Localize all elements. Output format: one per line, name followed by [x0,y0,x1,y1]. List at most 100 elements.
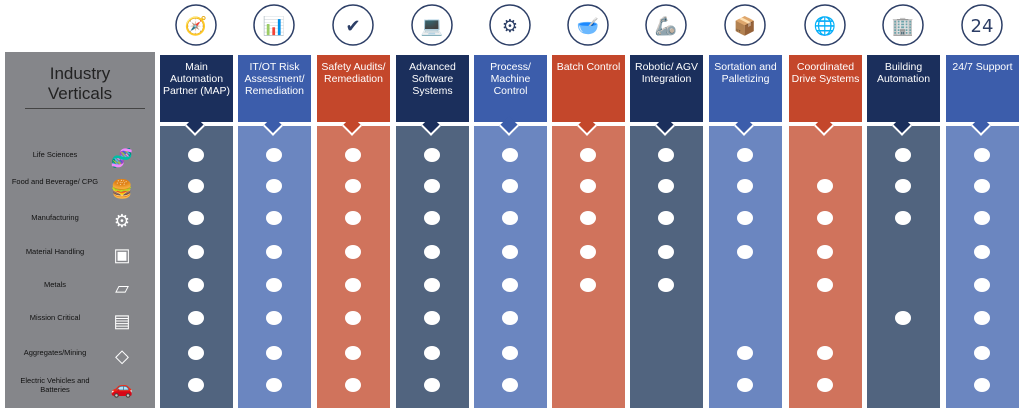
check-dot [817,378,833,392]
check-dot [424,311,440,325]
svg-text:📊: 📊 [263,15,285,37]
check-dot [424,148,440,162]
svg-text:⚙: ⚙ [502,16,518,37]
check-dot [345,311,361,325]
check-dot [817,346,833,360]
check-dot [188,378,204,392]
shield-check-icon: ✔ [330,2,376,48]
column-body [474,126,547,408]
robot-arm-icon: 🦾 [643,2,689,48]
check-dot [974,148,990,162]
compass-icon: 🧭 [173,2,219,48]
check-dot [188,245,204,259]
check-dot [345,346,361,360]
column-body [396,126,469,408]
row-label: Life Sciences [32,150,78,159]
check-dot [188,211,204,225]
check-dot [424,346,440,360]
row-label: Metals [43,280,67,289]
check-dot [424,278,440,292]
column-label: Main Automation Partner (MAP) [162,61,231,97]
check-dot [502,346,518,360]
check-dot [580,211,596,225]
column-header: Sortation and Palletizing [709,55,782,122]
check-dot [188,278,204,292]
column-label: Process/ Machine Control [490,61,531,97]
column-label: Sortation and Palletizing [714,61,777,85]
dna-icon: 🧬 [110,148,134,168]
globe-network-icon: 🌐 [802,2,848,48]
svg-text:🌐: 🌐 [814,15,836,37]
svg-text:📦: 📦 [734,15,756,37]
diamond-icon: ◇ [115,346,129,366]
check-dot [658,245,674,259]
support-24-text: 24 [971,16,994,37]
gear-cycle-icon: ⚙ [487,2,533,48]
report-gear-icon: 📊 [251,2,297,48]
column-body [630,126,703,408]
check-dot [502,378,518,392]
column-label: Advanced Software Systems [409,61,456,97]
mixing-bowl-icon: 🥣 [565,2,611,48]
column-header: Main Automation Partner (MAP) [160,55,233,122]
panel-title: Industry Verticals [5,64,155,104]
check-dot [737,378,753,392]
check-dot [266,179,282,193]
check-dot [817,278,833,292]
check-dot [737,211,753,225]
check-dot [580,278,596,292]
check-dot [658,211,674,225]
check-dot [424,245,440,259]
check-dot [188,311,204,325]
check-dot [974,179,990,193]
divider [25,108,145,109]
check-dot [424,211,440,225]
column-header: 24/7 Support [946,55,1019,122]
column-header: Advanced Software Systems [396,55,469,122]
column-label: Batch Control [556,61,621,73]
column-body [789,126,862,408]
column-label: Coordinated Drive Systems [791,61,860,85]
check-dot [658,179,674,193]
column-body [238,126,311,408]
check-dot [658,278,674,292]
check-dot [345,278,361,292]
check-dot [345,378,361,392]
column-body [867,126,940,408]
check-dot [502,211,518,225]
check-dot [580,245,596,259]
conveyor-icon: 📦 [722,2,768,48]
box-icon: ▣ [113,245,131,265]
row-label: Electric Vehicles and Batteries [20,376,90,394]
column-header: Safety Audits/ Remediation [317,55,390,122]
check-dot [266,378,282,392]
svg-text:🏢: 🏢 [892,16,914,37]
check-dot [266,311,282,325]
column-body [160,126,233,408]
machine-gear-icon: ⚙ [113,211,131,231]
check-dot [266,245,282,259]
check-dot [266,346,282,360]
svg-text:🦾: 🦾 [655,16,677,37]
check-dot [345,179,361,193]
check-dot [974,311,990,325]
column-header: Building Automation [867,55,940,122]
check-dot [266,278,282,292]
check-dot [345,211,361,225]
check-dot [188,148,204,162]
check-dot [895,148,911,162]
check-dot [895,179,911,193]
check-dot [424,378,440,392]
check-dot [188,346,204,360]
check-dot [895,311,911,325]
panel-title-line2: Verticals [47,84,113,103]
panel-title-line1: Industry [49,64,111,83]
industry-verticals-panel: Industry Verticals [5,52,155,408]
column-body [709,126,782,408]
food-drink-icon: 🍔 [110,179,134,199]
check-dot [266,148,282,162]
metal-beams-icon: ▱ [115,278,129,298]
check-dot [502,148,518,162]
check-dot [737,245,753,259]
check-dot [580,148,596,162]
